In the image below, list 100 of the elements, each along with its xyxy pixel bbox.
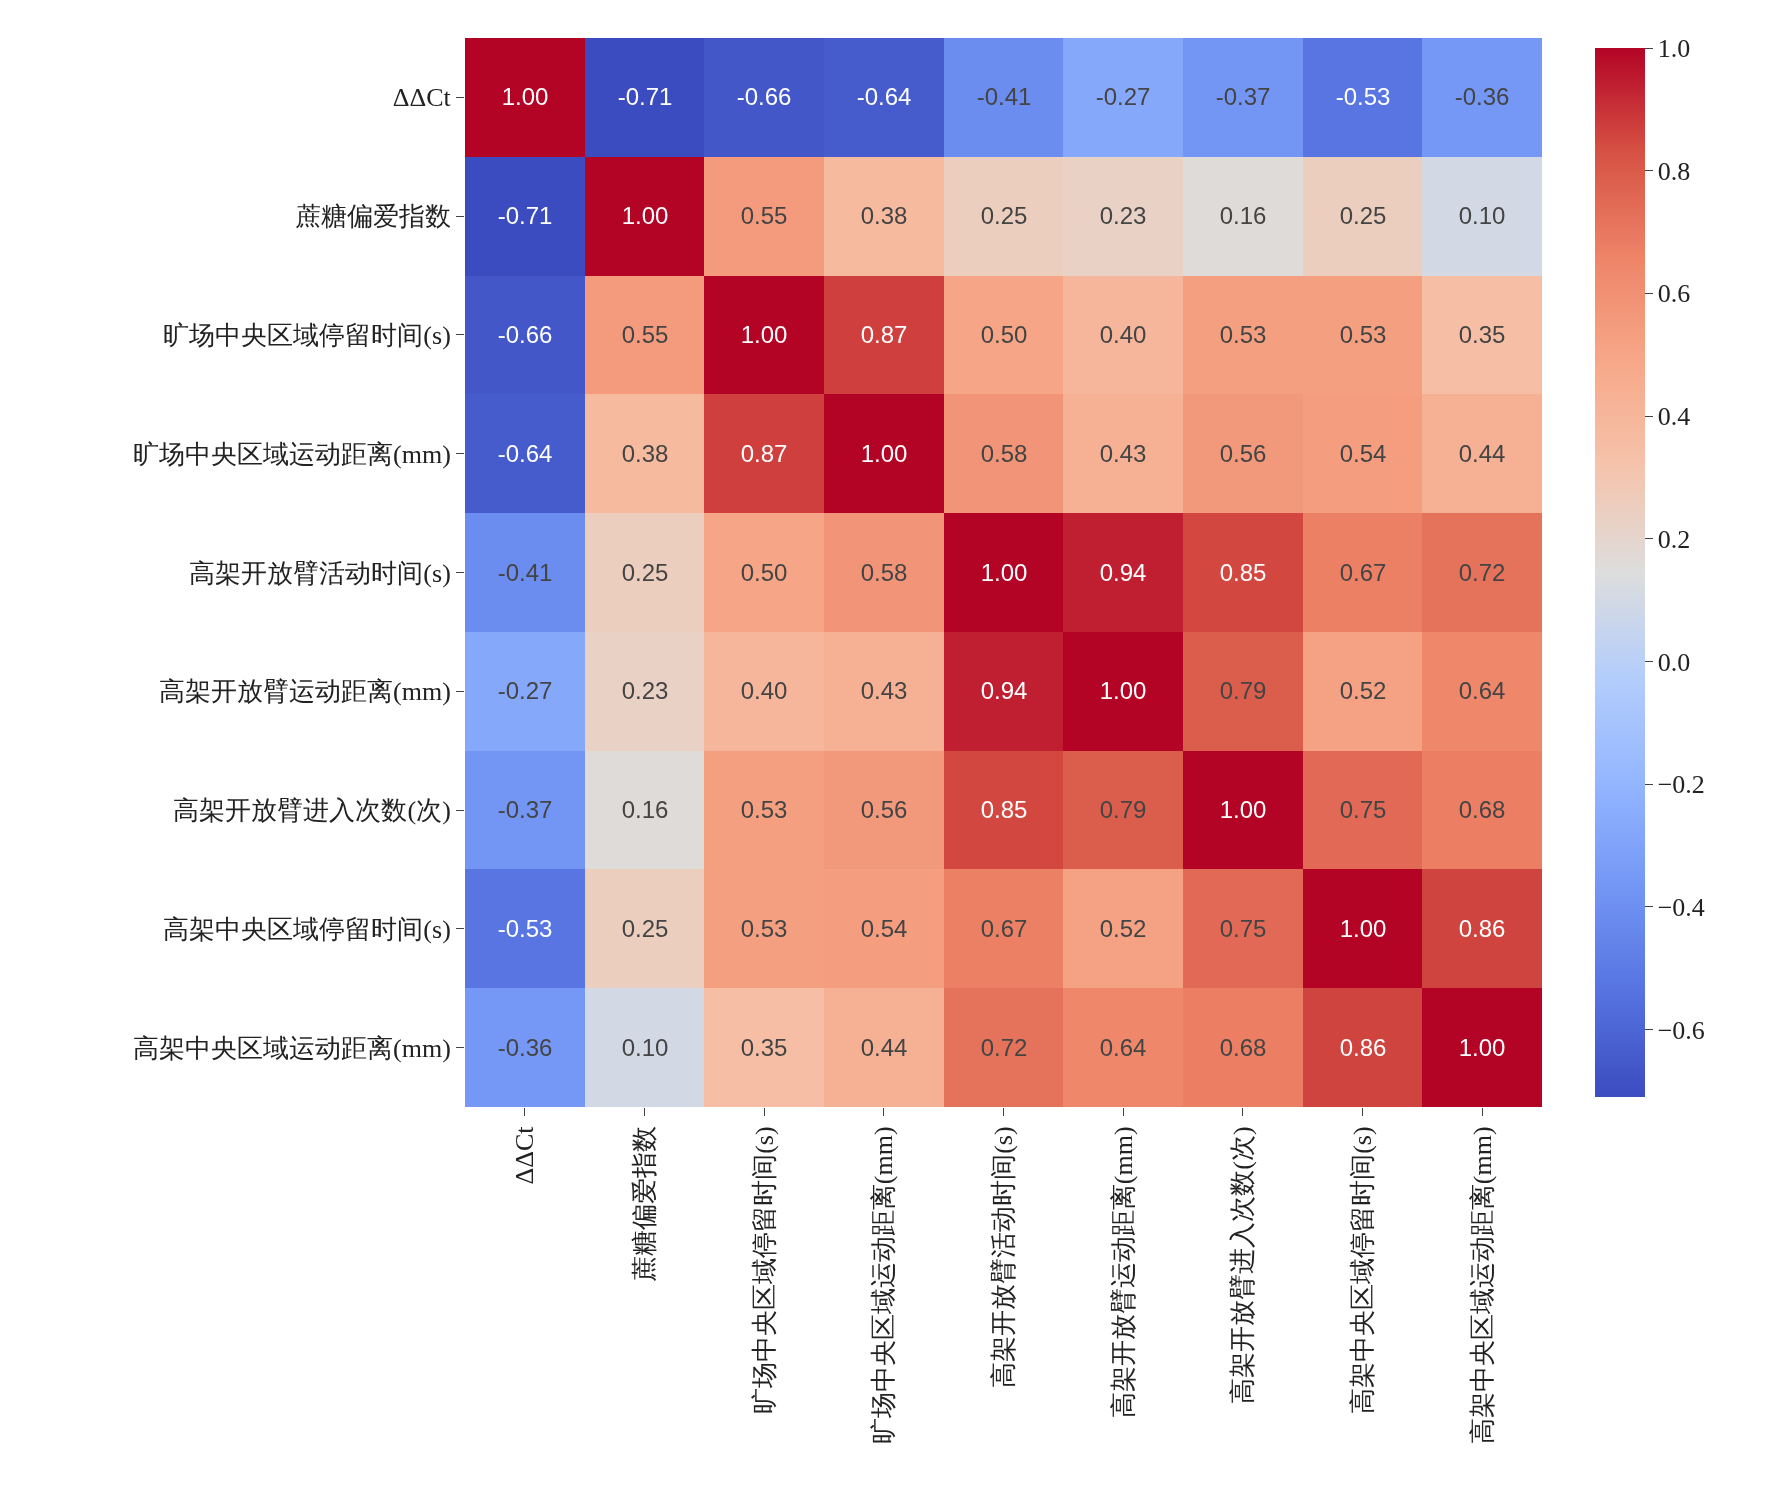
- y-tick-label: 高架开放臂活动时间(s): [189, 558, 451, 588]
- data-label: 0.38: [621, 440, 669, 468]
- data-label: 0.38: [860, 202, 908, 230]
- color-bar-label: −0.2: [1657, 770, 1705, 800]
- data-label: 0.86: [1458, 915, 1506, 943]
- data-label: 0.72: [980, 1034, 1028, 1062]
- data-label: 0.68: [1219, 1034, 1267, 1062]
- data-label: 0.86: [1339, 1034, 1387, 1062]
- data-label: -0.41: [497, 559, 553, 587]
- data-label: 0.23: [621, 677, 669, 705]
- data-label: 1.00: [501, 83, 549, 111]
- data-label: 0.75: [1339, 796, 1387, 824]
- data-label: 0.35: [740, 1034, 788, 1062]
- data-label: 0.16: [1219, 202, 1267, 230]
- data-label: -0.64: [497, 440, 553, 468]
- data-label: 0.50: [980, 321, 1028, 349]
- data-label: 0.43: [1099, 440, 1147, 468]
- data-label: 0.54: [860, 915, 908, 943]
- color-bar-label: 0.4: [1657, 402, 1691, 432]
- color-bar-label: 0.2: [1657, 524, 1691, 554]
- data-label: 0.44: [860, 1034, 908, 1062]
- x-tick-label: ΔΔCt: [510, 1125, 540, 1185]
- data-label: 0.58: [980, 440, 1028, 468]
- data-label: 0.44: [1458, 440, 1506, 468]
- data-label: -0.53: [497, 915, 553, 943]
- data-label: 0.40: [740, 677, 788, 705]
- data-label: -0.64: [856, 83, 912, 111]
- x-tick-label: 高架开放臂活动时间(s): [988, 1126, 1018, 1388]
- data-label: 1.00: [1099, 677, 1147, 705]
- data-label: -0.36: [1454, 83, 1510, 111]
- data-label: 0.16: [621, 796, 669, 824]
- data-label: 0.23: [1099, 202, 1147, 230]
- y-tick-label: 高架中央区域运动距离(mm): [133, 1033, 451, 1063]
- data-label: 0.53: [740, 796, 788, 824]
- color-bar-label: 0.8: [1657, 156, 1691, 186]
- x-tick-label: 高架开放臂运动距离(mm): [1108, 1126, 1138, 1419]
- data-label: 1.00: [1219, 796, 1267, 824]
- color-bar-label: −0.4: [1657, 892, 1705, 922]
- x-tick-label: 高架开放臂进入次数(次): [1228, 1126, 1258, 1404]
- y-tick-label: ΔΔCt: [392, 83, 452, 113]
- data-label: 0.72: [1458, 559, 1506, 587]
- y-tick-label: 蔗糖偏爱指数: [294, 202, 451, 232]
- data-label: 1.00: [740, 321, 788, 349]
- data-label: 0.55: [740, 202, 788, 230]
- data-label: 0.25: [980, 202, 1028, 230]
- y-tick-label: 旷场中央区域停留时间(s): [163, 321, 451, 351]
- data-label: 0.79: [1099, 796, 1147, 824]
- x-tick-label: 蔗糖偏爱指数: [629, 1126, 659, 1283]
- data-label: 0.85: [980, 796, 1028, 824]
- data-label: -0.37: [1215, 83, 1271, 111]
- data-label: 0.56: [860, 796, 908, 824]
- data-label: 0.25: [621, 559, 669, 587]
- data-label: 0.64: [1099, 1034, 1147, 1062]
- data-label: 0.52: [1339, 677, 1387, 705]
- data-label: 0.56: [1219, 440, 1267, 468]
- data-label: 1.00: [1339, 915, 1387, 943]
- data-label: -0.71: [497, 202, 553, 230]
- data-label: 0.35: [1458, 321, 1506, 349]
- data-label: 0.53: [740, 915, 788, 943]
- data-label: 1.00: [621, 202, 669, 230]
- data-label: 0.64: [1458, 677, 1506, 705]
- data-label: 0.54: [1339, 440, 1387, 468]
- data-label: -0.41: [976, 83, 1032, 111]
- color-bar-label: 1.0: [1657, 34, 1691, 64]
- data-label: 0.85: [1219, 559, 1267, 587]
- y-tick-label: 高架开放臂运动距离(mm): [159, 677, 451, 707]
- y-tick-label: 高架开放臂进入次数(次): [173, 796, 451, 826]
- data-label: 0.67: [980, 915, 1028, 943]
- data-label: 0.53: [1339, 321, 1387, 349]
- y-tick-label: 高架中央区域停留时间(s): [163, 914, 451, 944]
- data-label: -0.37: [497, 796, 553, 824]
- color-bar-label: 0.6: [1657, 279, 1691, 309]
- data-label: -0.53: [1335, 83, 1391, 111]
- data-label: 0.25: [1339, 202, 1387, 230]
- data-label: 0.94: [1099, 559, 1147, 587]
- data-label: 1.00: [980, 559, 1028, 587]
- data-label: 0.50: [740, 559, 788, 587]
- data-label: -0.66: [497, 321, 553, 349]
- data-label: 0.79: [1219, 677, 1267, 705]
- data-label: 0.53: [1219, 321, 1267, 349]
- color-bar-label: −0.6: [1657, 1015, 1705, 1045]
- color-bar-label: 0.0: [1657, 647, 1691, 677]
- data-label: -0.36: [497, 1034, 553, 1062]
- x-tick-label: 高架中央区域停留时间(s): [1347, 1126, 1377, 1414]
- data-label: -0.27: [1095, 83, 1151, 111]
- data-label: 1.00: [1458, 1034, 1506, 1062]
- data-label: 0.43: [860, 677, 908, 705]
- data-label: 0.25: [621, 915, 669, 943]
- x-tick-label: 旷场中央区域运动距离(mm): [869, 1126, 899, 1445]
- data-label: 0.10: [621, 1034, 669, 1062]
- data-label: 0.75: [1219, 915, 1267, 943]
- data-label: 0.52: [1099, 915, 1147, 943]
- data-label: 0.10: [1458, 202, 1506, 230]
- data-label: -0.71: [617, 83, 673, 111]
- data-label: -0.66: [736, 83, 792, 111]
- y-tick-label: 旷场中央区域运动距离(mm): [133, 439, 451, 469]
- data-label: 0.67: [1339, 559, 1387, 587]
- data-label: 0.94: [980, 677, 1028, 705]
- x-tick-label: 旷场中央区域停留时间(s): [749, 1126, 779, 1414]
- data-label: 0.40: [1099, 321, 1147, 349]
